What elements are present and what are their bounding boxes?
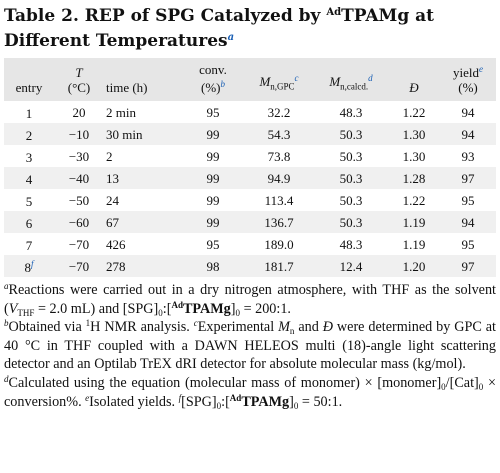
cell-dispersity: 1.22 — [402, 104, 426, 120]
footnote-b: bObtained via 1H NMR analysis. — [4, 318, 190, 336]
table-row: 2 −10 30 min 99 54.3 50.3 1.30 94 — [4, 123, 496, 145]
cell-entry: 8f — [24, 259, 34, 275]
footnote-d: dCalculated using the equation (molecula… — [4, 373, 496, 410]
cell-conversion: 98 — [206, 258, 220, 274]
cell-yield: 93 — [461, 148, 475, 164]
cell-conversion: 99 — [206, 148, 220, 164]
table-container: Table 2. REP of SPG Catalyzed by AdTPAMg… — [4, 2, 496, 411]
header-dispersity: Đ — [409, 80, 419, 95]
table-title: Table 2. REP of SPG Catalyzed by AdTPAMg… — [4, 2, 496, 52]
cell-entry: 6 — [25, 216, 33, 231]
cell-dispersity: 1.19 — [402, 214, 426, 230]
cell-yield: 94 — [461, 214, 475, 230]
cell-temperature: −70 — [68, 236, 90, 252]
title-catalyst: TPAMg — [341, 6, 410, 26]
cell-time: 278 — [106, 258, 126, 274]
cell-time: 2 — [106, 148, 113, 164]
cell-dispersity: 1.22 — [402, 192, 426, 208]
header-yield: yielde (%) — [453, 64, 483, 95]
table-row: 4 −40 13 99 94.9 50.3 1.28 97 — [4, 167, 496, 189]
header-entry: entry — [15, 80, 43, 95]
cell-mn-calcd: 48.3 — [339, 104, 363, 120]
title-prefix: Table 2. REP of SPG Catalyzed by — [4, 6, 327, 26]
cell-mn-gpc: 181.7 — [264, 258, 294, 274]
cell-yield: 97 — [461, 170, 475, 186]
cell-dispersity: 1.19 — [402, 236, 426, 252]
cell-mn-gpc: 113.4 — [264, 192, 294, 208]
cell-mn-calcd: 50.3 — [339, 170, 363, 186]
cell-temperature: −40 — [68, 170, 90, 186]
table-row: 7 −70 426 95 189.0 48.3 1.19 95 — [4, 233, 496, 255]
cell-dispersity: 1.30 — [402, 148, 426, 164]
cell-yield: 97 — [461, 258, 475, 274]
footnote-c: cExperimental Mn and Đ were determined b… — [4, 318, 496, 373]
cell-time: 30 min — [106, 126, 143, 142]
cell-temperature: 20 — [72, 104, 86, 120]
cell-mn-gpc: 54.3 — [267, 126, 291, 142]
cell-mn-calcd: 12.4 — [339, 258, 363, 274]
cell-conversion: 99 — [206, 126, 220, 142]
cell-conversion: 99 — [206, 192, 220, 208]
table-footnotes: aReactions were carried out in a dry nit… — [4, 281, 496, 411]
table-row: 1 20 2 min 95 32.2 48.3 1.22 94 — [4, 101, 496, 123]
table-row: 8f −70 278 98 181.7 12.4 1.20 97 — [4, 255, 496, 277]
header-mn-gpc: Mn,GPCc — [259, 73, 299, 92]
header-temperature: T (°C) — [67, 65, 91, 95]
cell-time: 2 min — [106, 104, 136, 120]
cell-entry: 5 — [25, 194, 33, 209]
cell-conversion: 95 — [206, 104, 220, 120]
cell-temperature: −50 — [68, 192, 90, 208]
cell-temperature: −30 — [68, 148, 90, 164]
cell-dispersity: 1.30 — [402, 126, 426, 142]
title-catalyst-superscript: Ad — [326, 7, 342, 18]
cell-yield: 94 — [461, 104, 475, 120]
table-header: entry T (°C) time (h) conv. (%)b Mn,GPCc M… — [4, 58, 496, 101]
cell-time: 13 — [106, 170, 119, 186]
cell-yield: 95 — [461, 192, 475, 208]
footnote-e: eIsolated yields. — [85, 392, 176, 410]
cell-mn-calcd: 50.3 — [339, 192, 363, 208]
footnote-a: aReactions were carried out in a dry nit… — [4, 281, 496, 318]
cell-temperature: −60 — [68, 214, 90, 230]
cell-yield: 94 — [461, 126, 475, 142]
table-row: 3 −30 2 99 73.8 50.3 1.30 93 — [4, 145, 496, 167]
cell-conversion: 99 — [206, 170, 220, 186]
cell-mn-calcd: 50.3 — [339, 126, 363, 142]
cell-mn-gpc: 136.7 — [264, 214, 294, 230]
cell-mn-gpc: 189.0 — [264, 236, 294, 252]
cell-time: 67 — [106, 214, 119, 230]
table-row: 6 −60 67 99 136.7 50.3 1.19 94 — [4, 211, 496, 233]
cell-entry: 3 — [25, 150, 33, 165]
table-row: 5 −50 24 99 113.4 50.3 1.22 95 — [4, 189, 496, 211]
header-mn-calcd: Mn,calcd.d — [329, 73, 373, 92]
table-body: 1 20 2 min 95 32.2 48.3 1.22 94 2 −10 30 min 99 54.… — [4, 101, 496, 277]
cell-mn-gpc: 73.8 — [267, 148, 291, 164]
cell-dispersity: 1.20 — [402, 258, 426, 274]
cell-mn-calcd: 50.3 — [339, 148, 363, 164]
cell-mn-calcd: 48.3 — [339, 236, 363, 252]
title-footnote-marker: a — [227, 32, 235, 43]
cell-mn-gpc: 94.9 — [267, 170, 291, 186]
cell-entry: 1 — [25, 106, 33, 121]
cell-conversion: 95 — [206, 236, 220, 252]
cell-mn-gpc: 32.2 — [267, 104, 291, 120]
cell-time: 24 — [106, 192, 119, 208]
cell-temperature: −10 — [68, 126, 90, 142]
footnote-f: f[SPG]0:[AdTPAMg]0 = 50:1. — [178, 392, 343, 411]
header-conversion: conv. (%)b — [199, 62, 227, 95]
data-table: entry T (°C) time (h) conv. (%)b Mn,GPCc M… — [4, 58, 496, 277]
cell-entry: 4 — [25, 172, 33, 187]
title-suffix: at Different Temperatures — [4, 6, 435, 51]
cell-entry: 7 — [25, 238, 33, 253]
cell-dispersity: 1.28 — [402, 170, 426, 186]
cell-temperature: −70 — [68, 258, 90, 274]
cell-yield: 95 — [461, 236, 475, 252]
cell-entry: 2 — [25, 128, 33, 143]
cell-mn-calcd: 50.3 — [339, 214, 363, 230]
cell-conversion: 99 — [206, 214, 220, 230]
header-time: time (h) — [106, 80, 148, 95]
cell-time: 426 — [106, 236, 126, 252]
